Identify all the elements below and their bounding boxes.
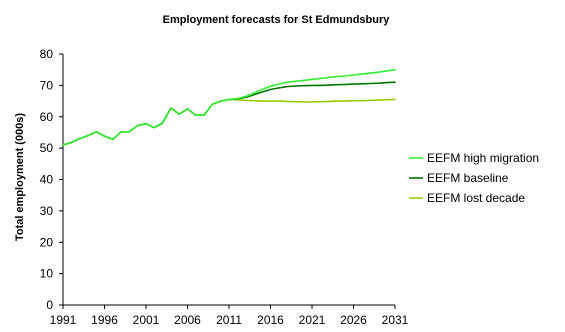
legend-label: EEFM high migration [427,151,539,165]
x-tick-label: 2026 [340,313,367,327]
chart-title: Employment forecasts for St Edmundsbury [163,14,391,26]
legend-label: EEFM lost decade [427,191,525,205]
x-tick-label: 2011 [216,313,242,327]
y-tick-label: 80 [40,47,54,61]
x-tick-label: 2001 [133,313,160,327]
x-tick-label: 1991 [50,313,77,327]
series-lines [62,68,396,146]
x-tick-label: 2016 [257,313,284,327]
y-tick-label: 20 [40,235,54,249]
y-tick-label: 30 [40,204,54,218]
y-tick-label: 0 [46,298,53,312]
y-axis-label: Total employment (000s) [14,113,26,241]
x-axis-ticks: 1991 1996 2001 2006 2011 2016 2021 2026 2031 [50,305,409,327]
y-tick-label: 10 [40,267,54,281]
legend-label: EEFM baseline [427,171,509,185]
series-line [62,98,396,146]
y-tick-label: 40 [40,173,54,187]
y-axis-ticks: 0 10 20 30 40 50 60 70 80 [40,47,63,312]
series-line [62,81,396,146]
x-tick-label: 2021 [299,313,326,327]
y-tick-label: 50 [40,141,54,155]
x-tick-label: 2031 [382,313,409,327]
x-tick-label: 2006 [174,313,201,327]
legend: EEFM high migration EEFM baseline EEFM los… [409,151,539,205]
x-tick-label: 1996 [91,313,118,327]
series-line [62,68,396,146]
y-tick-label: 70 [40,78,54,92]
y-tick-label: 60 [40,110,54,124]
